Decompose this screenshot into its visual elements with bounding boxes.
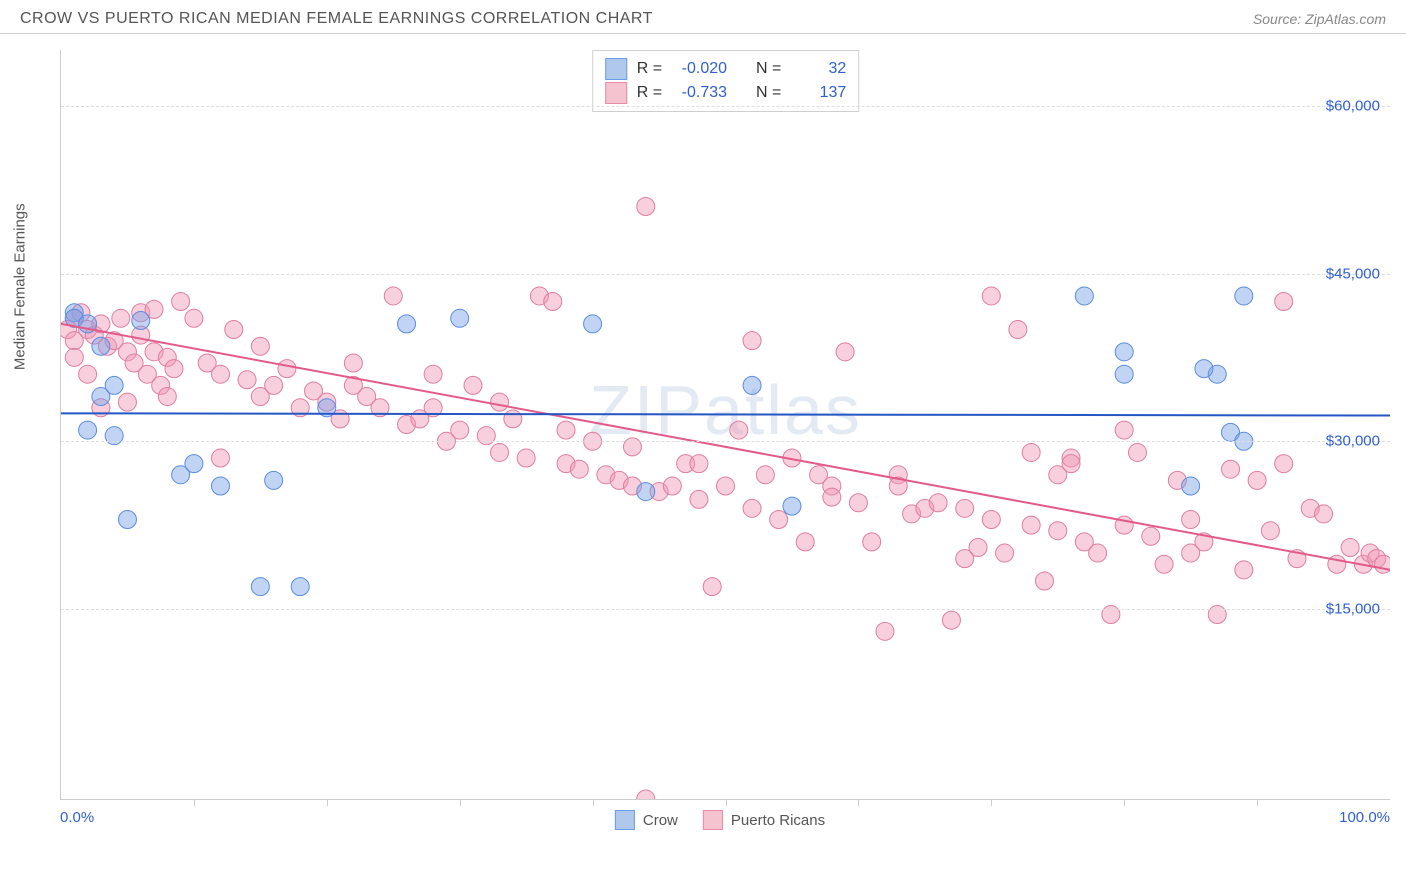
- chart-title: CROW VS PUERTO RICAN MEDIAN FEMALE EARNI…: [20, 10, 653, 28]
- stats-row-pr: R = -0.733 N = 137: [605, 81, 847, 105]
- legend-swatch-pr: [703, 810, 723, 830]
- x-min-label: 0.0%: [60, 809, 94, 826]
- legend-label-crow: Crow: [643, 812, 678, 829]
- n-value-pr: 137: [791, 81, 846, 105]
- n-label: N =: [756, 57, 781, 81]
- stats-swatch-pr: [605, 82, 627, 104]
- legend-item-crow: Crow: [615, 810, 678, 830]
- y-tick-label: $30,000: [1326, 433, 1380, 450]
- legend-swatch-crow: [615, 810, 635, 830]
- chart-container: Median Female Earnings ZIPatlas R = -0.0…: [50, 50, 1390, 840]
- n-label: N =: [756, 81, 781, 105]
- x-max-label: 100.0%: [1339, 809, 1390, 826]
- y-tick-label: $60,000: [1326, 97, 1380, 114]
- correlation-stats-box: R = -0.020 N = 32 R = -0.733 N = 137: [592, 50, 860, 112]
- y-tick-label: $45,000: [1326, 265, 1380, 282]
- stats-row-crow: R = -0.020 N = 32: [605, 57, 847, 81]
- source-attribution: Source: ZipAtlas.com: [1253, 11, 1386, 27]
- plot-area: ZIPatlas R = -0.020 N = 32 R = -0.733 N …: [60, 50, 1390, 800]
- r-label: R =: [637, 57, 662, 81]
- y-tick-label: $15,000: [1326, 600, 1380, 617]
- legend-label-pr: Puerto Ricans: [731, 812, 825, 829]
- legend-item-pr: Puerto Ricans: [703, 810, 825, 830]
- r-value-crow: -0.020: [672, 57, 727, 81]
- y-axis-label: Median Female Earnings: [12, 203, 29, 370]
- r-label: R =: [637, 81, 662, 105]
- bottom-legend: Crow Puerto Ricans: [615, 810, 825, 830]
- scatter-plot-svg: [61, 50, 1390, 799]
- r-value-pr: -0.733: [672, 81, 727, 105]
- stats-swatch-crow: [605, 58, 627, 80]
- n-value-crow: 32: [791, 57, 846, 81]
